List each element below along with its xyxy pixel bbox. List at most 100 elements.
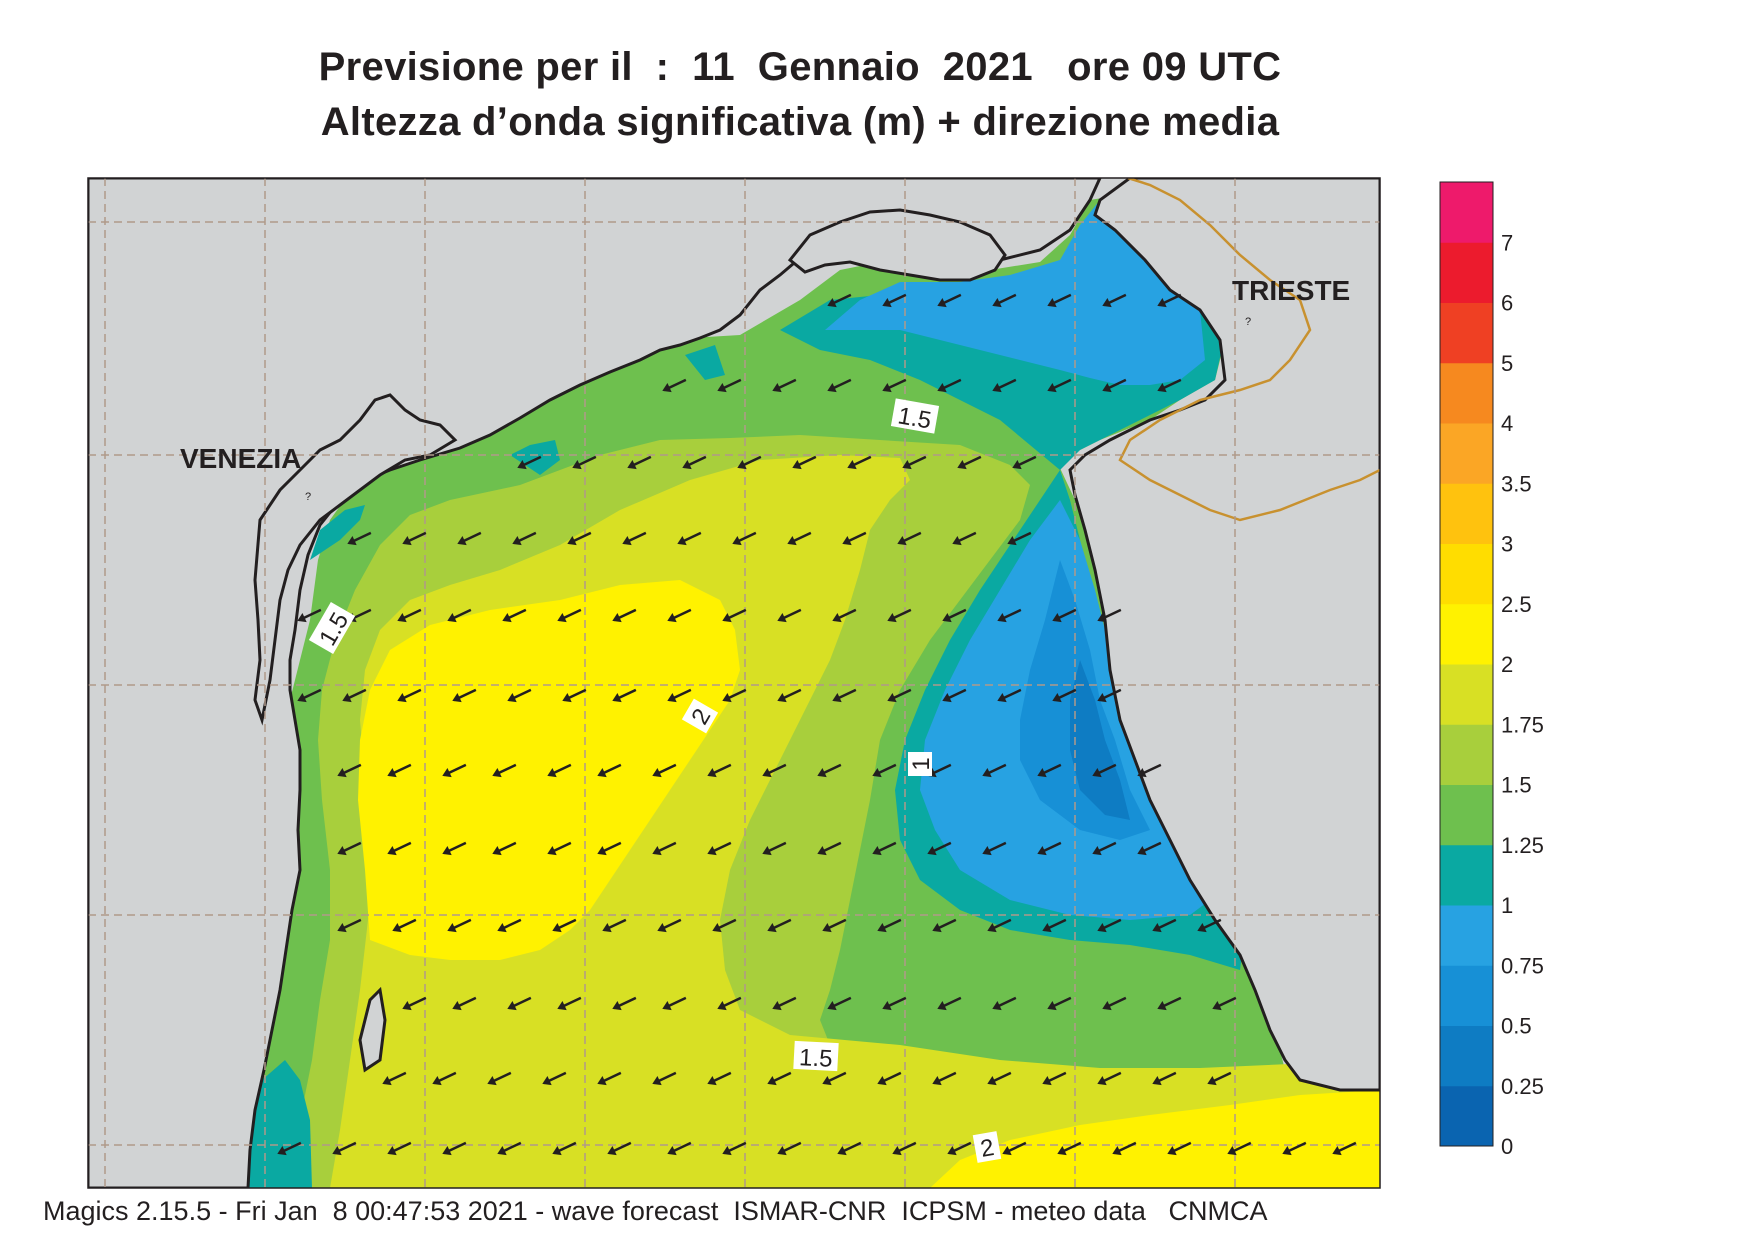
wave-arrow [1047,378,1072,393]
wave-arrow [447,608,472,623]
wave-arrow [597,763,622,778]
wave-arrow [722,608,747,623]
wave-arrow [1137,763,1162,778]
wave-arrow [562,688,587,703]
legend-tick-label: 7 [1501,230,1513,255]
wave-arrow [442,1141,467,1156]
sea-patch-sw [248,1060,312,1188]
wave-arrow [652,1071,677,1086]
wave-arrow [942,608,967,623]
wave-arrow [552,918,577,933]
wave-arrow [722,688,747,703]
wave-arrow [442,841,467,856]
wave-arrow [612,608,637,623]
wave-arrow [1097,688,1122,703]
wave-arrow [567,531,592,546]
legend-tick-label: 4 [1501,411,1513,436]
wave-arrow [1207,1071,1232,1086]
wave-arrow [892,1141,917,1156]
wave-arrow [1012,455,1037,470]
wave-arrow [1042,1071,1067,1086]
wave-arrow [982,763,1007,778]
legend-band [1440,724,1493,785]
wave-arrow [777,1141,802,1156]
wave-arrow [717,378,742,393]
wave-arrow [887,608,912,623]
legend-tick-label: 6 [1501,291,1513,316]
wave-arrow [882,293,907,308]
wave-arrow [432,1071,457,1086]
wave-arrow [552,1141,577,1156]
wave-arrow [572,455,597,470]
wave-arrow [392,918,417,933]
wave-arrow [887,688,912,703]
legend-tick-label: 3.5 [1501,471,1532,496]
wave-arrow [872,841,897,856]
wave-arrow [772,996,797,1011]
wave-arrow [1057,1141,1082,1156]
wave-arrow [1042,918,1067,933]
wave-arrow [937,378,962,393]
legend-frame [1439,181,1494,1147]
wave-arrow [847,455,872,470]
legend-band [1440,784,1493,846]
wave-arrow [342,688,367,703]
wave-arrow [952,531,977,546]
wave-arrow [997,608,1022,623]
wave-arrow [662,378,687,393]
wave-arrow [397,608,422,623]
wave-arrow [937,293,962,308]
wave-arrow [997,688,1022,703]
wave-arrow [297,688,322,703]
legend-tick-label: 1 [1501,893,1513,918]
wave-arrow [1332,1141,1357,1156]
wave-arrow [607,1141,632,1156]
legend-tick-label: 0.75 [1501,953,1544,978]
wave-arrow [942,688,967,703]
wave-arrow [597,1071,622,1086]
wave-arrow [387,763,412,778]
map-frame [87,177,1381,1189]
wave-arrow [492,841,517,856]
wave-arrow [1157,996,1182,1011]
wave-arrow [1047,996,1072,1011]
wave-arrow [822,1071,847,1086]
legend-band [1440,1025,1493,1087]
wave-arrow [957,455,982,470]
wave-arrow [297,608,322,623]
wave-arrow [602,918,627,933]
legend-tick-label: 0.5 [1501,1014,1532,1039]
legend-band [1440,302,1493,364]
wave-arrow [497,918,522,933]
wave-arrow [792,455,817,470]
wave-arrow [652,763,677,778]
wave-arrow [277,1141,302,1156]
wave-arrow [502,608,527,623]
wave-arrow [842,531,867,546]
city-marker-venezia: ? [305,491,311,503]
contour-label-text: 1 [908,757,935,770]
wave-arrow [1227,1141,1252,1156]
wave-arrow [1102,996,1127,1011]
wave-arrow [442,763,467,778]
wave-arrow [827,293,852,308]
wave-arrow [1047,293,1072,308]
grado-lagoon [787,208,1007,282]
wave-arrow [1002,1141,1027,1156]
title-line-1: Previsione per il : 11 Gennaio 2021 ore … [318,45,1282,89]
wave-arrow [547,841,572,856]
wave-arrow [1212,996,1237,1011]
legend-tick-label: 5 [1501,351,1513,376]
wave-arrow [817,841,842,856]
wave-arrow [822,918,847,933]
sea-zone-0-25 [1070,660,1130,820]
legend-band [1440,242,1493,303]
wave-arrow [337,841,362,856]
wave-arrow [1007,531,1032,546]
wave-arrow [767,918,792,933]
wave-arrow [897,531,922,546]
wave-arrow [1152,918,1177,933]
venice-lagoon-islands [253,393,458,726]
legend-tick-label: 0.25 [1501,1074,1544,1099]
